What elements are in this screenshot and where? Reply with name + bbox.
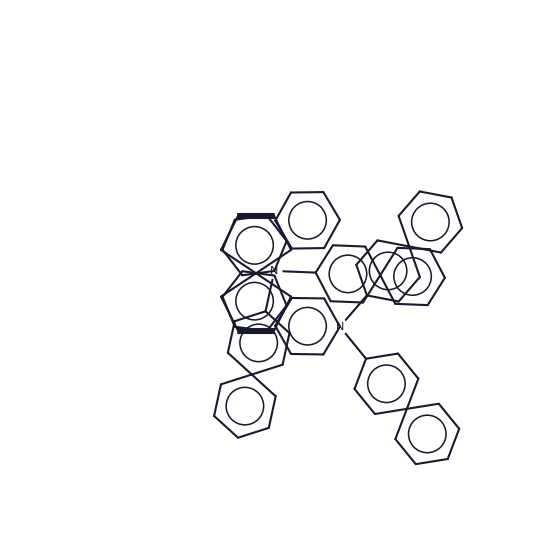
Text: N: N [336, 322, 344, 332]
Text: N: N [270, 266, 279, 276]
